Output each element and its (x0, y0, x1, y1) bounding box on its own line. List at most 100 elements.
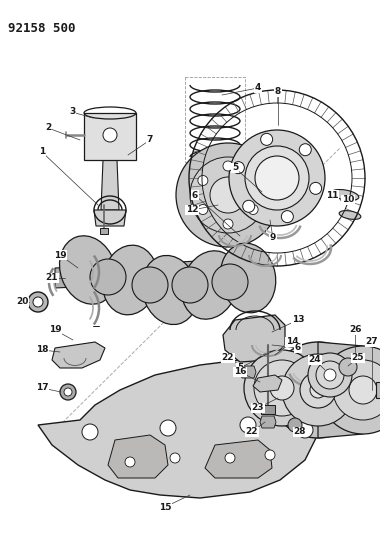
Polygon shape (318, 342, 363, 438)
Circle shape (212, 264, 248, 300)
Circle shape (33, 297, 43, 307)
Circle shape (190, 157, 266, 233)
Text: 9: 9 (270, 233, 276, 243)
Text: 28: 28 (294, 427, 306, 437)
Circle shape (170, 453, 180, 463)
Circle shape (339, 358, 357, 376)
Text: 25: 25 (352, 353, 364, 362)
Text: 3: 3 (69, 108, 75, 117)
Ellipse shape (142, 255, 198, 325)
Circle shape (198, 175, 208, 185)
Circle shape (316, 361, 344, 389)
Circle shape (270, 376, 294, 400)
Circle shape (210, 177, 246, 213)
Polygon shape (52, 342, 105, 368)
Circle shape (300, 372, 336, 408)
Text: 23: 23 (252, 403, 264, 413)
Text: 19: 19 (49, 326, 61, 335)
Circle shape (223, 219, 233, 229)
Text: 22: 22 (246, 427, 258, 437)
Polygon shape (253, 375, 282, 392)
Circle shape (324, 369, 336, 381)
Text: 7: 7 (147, 135, 153, 144)
Polygon shape (223, 315, 285, 362)
Polygon shape (261, 405, 275, 414)
Circle shape (245, 146, 309, 210)
Polygon shape (55, 258, 260, 288)
Circle shape (132, 267, 168, 303)
Circle shape (248, 175, 258, 185)
Ellipse shape (339, 211, 361, 220)
Bar (185, 77, 245, 162)
Text: 24: 24 (309, 356, 321, 365)
Text: 4: 4 (255, 84, 261, 93)
Circle shape (64, 388, 72, 396)
Circle shape (172, 267, 208, 303)
Text: 10: 10 (342, 196, 354, 205)
Polygon shape (84, 113, 136, 160)
Text: 27: 27 (366, 337, 378, 346)
Polygon shape (205, 440, 272, 478)
Circle shape (229, 130, 325, 226)
Text: 5: 5 (237, 364, 243, 373)
Circle shape (319, 346, 380, 434)
Circle shape (243, 200, 255, 212)
Ellipse shape (331, 190, 359, 200)
Circle shape (240, 417, 256, 433)
Text: 21: 21 (46, 273, 58, 282)
Text: 92158 500: 92158 500 (8, 22, 76, 35)
Text: 6: 6 (295, 343, 301, 352)
Polygon shape (38, 355, 320, 498)
Ellipse shape (220, 243, 276, 313)
Circle shape (60, 384, 76, 400)
Text: 26: 26 (349, 326, 361, 335)
Circle shape (125, 457, 135, 467)
Circle shape (160, 420, 176, 436)
Polygon shape (101, 135, 119, 210)
Polygon shape (240, 366, 256, 378)
Circle shape (225, 453, 235, 463)
Polygon shape (100, 228, 108, 234)
Polygon shape (260, 416, 276, 428)
Text: 19: 19 (54, 251, 66, 260)
Text: 15: 15 (159, 503, 171, 512)
Circle shape (82, 424, 98, 440)
Circle shape (261, 133, 272, 146)
Circle shape (282, 354, 354, 426)
Circle shape (270, 342, 366, 438)
Circle shape (244, 350, 320, 426)
Circle shape (248, 205, 258, 214)
Circle shape (349, 376, 377, 404)
Text: 20: 20 (16, 297, 28, 306)
Circle shape (28, 292, 48, 312)
Circle shape (198, 205, 208, 214)
Text: 12: 12 (186, 206, 198, 214)
Ellipse shape (60, 236, 117, 304)
Circle shape (176, 143, 280, 247)
Text: 18: 18 (36, 345, 48, 354)
Circle shape (299, 144, 311, 156)
Ellipse shape (182, 251, 239, 319)
Text: 13: 13 (292, 316, 304, 325)
Text: 22: 22 (222, 353, 234, 362)
Circle shape (255, 156, 299, 200)
Circle shape (232, 161, 244, 174)
Circle shape (281, 211, 293, 223)
Polygon shape (376, 382, 380, 398)
Text: 2: 2 (45, 124, 51, 133)
Ellipse shape (102, 245, 158, 315)
Circle shape (254, 360, 310, 416)
Circle shape (288, 418, 302, 432)
Text: 1: 1 (39, 148, 45, 157)
Text: 5: 5 (232, 164, 238, 173)
Text: 11: 11 (326, 190, 338, 199)
Text: 17: 17 (36, 384, 48, 392)
Circle shape (90, 259, 126, 295)
Circle shape (310, 382, 326, 398)
Polygon shape (108, 435, 168, 478)
Text: 6: 6 (192, 190, 198, 199)
Circle shape (223, 161, 233, 171)
Text: 8: 8 (275, 87, 281, 96)
Circle shape (265, 450, 275, 460)
Circle shape (333, 360, 380, 420)
